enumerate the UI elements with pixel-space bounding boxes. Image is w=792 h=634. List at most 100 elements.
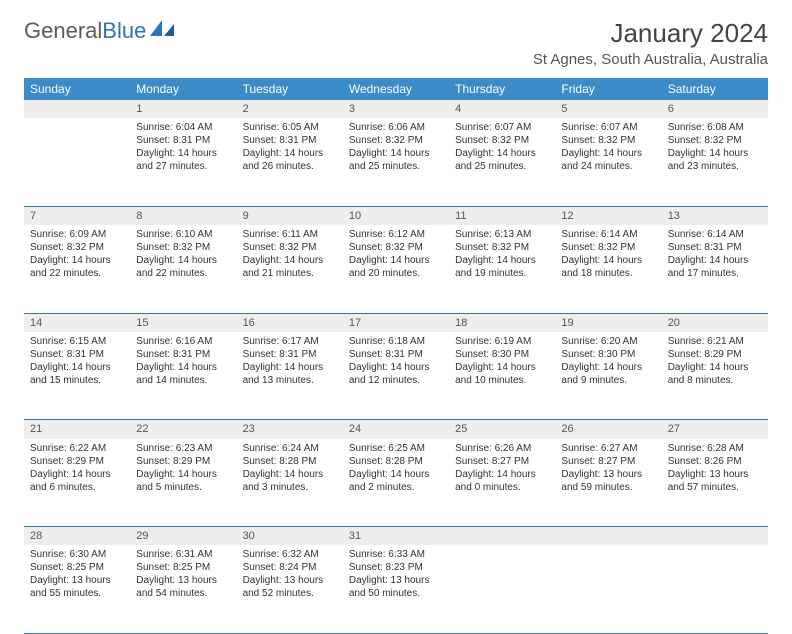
day-cell: Sunrise: 6:23 AMSunset: 8:29 PMDaylight:… xyxy=(130,439,236,527)
sunset-text: Sunset: 8:31 PM xyxy=(136,134,230,147)
sunrise-text: Sunrise: 6:30 AM xyxy=(30,548,124,561)
brand-logo: GeneralBlue xyxy=(24,18,176,44)
sunrise-text: Sunrise: 6:28 AM xyxy=(668,442,762,455)
day-cell: Sunrise: 6:27 AMSunset: 8:27 PMDaylight:… xyxy=(555,439,661,527)
day1-text: Daylight: 14 hours xyxy=(455,361,549,374)
day-number: 9 xyxy=(237,206,343,225)
sunset-text: Sunset: 8:32 PM xyxy=(243,241,337,254)
day-cell xyxy=(662,545,768,633)
day-number: 13 xyxy=(662,206,768,225)
month-title: January 2024 xyxy=(533,18,768,49)
day-cell: Sunrise: 6:18 AMSunset: 8:31 PMDaylight:… xyxy=(343,332,449,420)
day2-text: and 6 minutes. xyxy=(30,481,124,494)
day-cell: Sunrise: 6:15 AMSunset: 8:31 PMDaylight:… xyxy=(24,332,130,420)
day1-text: Daylight: 14 hours xyxy=(668,361,762,374)
calendar-table: SundayMondayTuesdayWednesdayThursdayFrid… xyxy=(24,78,768,634)
day2-text: and 0 minutes. xyxy=(455,481,549,494)
day2-text: and 17 minutes. xyxy=(668,267,762,280)
title-block: January 2024 St Agnes, South Australia, … xyxy=(533,18,768,68)
day2-text: and 54 minutes. xyxy=(136,587,230,600)
sunrise-text: Sunrise: 6:17 AM xyxy=(243,335,337,348)
sunset-text: Sunset: 8:31 PM xyxy=(243,348,337,361)
day1-text: Daylight: 13 hours xyxy=(561,468,655,481)
day-number: 5 xyxy=(555,100,661,118)
day-cell: Sunrise: 6:25 AMSunset: 8:28 PMDaylight:… xyxy=(343,439,449,527)
day-cell: Sunrise: 6:07 AMSunset: 8:32 PMDaylight:… xyxy=(555,118,661,206)
day-cell: Sunrise: 6:20 AMSunset: 8:30 PMDaylight:… xyxy=(555,332,661,420)
sunrise-text: Sunrise: 6:14 AM xyxy=(668,228,762,241)
sunrise-text: Sunrise: 6:07 AM xyxy=(561,121,655,134)
day-number: 25 xyxy=(449,420,555,439)
sunrise-text: Sunrise: 6:12 AM xyxy=(349,228,443,241)
sunset-text: Sunset: 8:25 PM xyxy=(136,561,230,574)
sunset-text: Sunset: 8:31 PM xyxy=(30,348,124,361)
day-cell: Sunrise: 6:06 AMSunset: 8:32 PMDaylight:… xyxy=(343,118,449,206)
week-row: Sunrise: 6:22 AMSunset: 8:29 PMDaylight:… xyxy=(24,439,768,527)
day-number-row: 28293031 xyxy=(24,527,768,546)
day1-text: Daylight: 14 hours xyxy=(349,147,443,160)
sunrise-text: Sunrise: 6:10 AM xyxy=(136,228,230,241)
day-number xyxy=(24,100,130,118)
day-header: Wednesday xyxy=(343,78,449,100)
day-number: 27 xyxy=(662,420,768,439)
day1-text: Daylight: 14 hours xyxy=(136,361,230,374)
sunrise-text: Sunrise: 6:08 AM xyxy=(668,121,762,134)
day2-text: and 52 minutes. xyxy=(243,587,337,600)
sunset-text: Sunset: 8:32 PM xyxy=(349,241,443,254)
sunset-text: Sunset: 8:32 PM xyxy=(561,134,655,147)
day1-text: Daylight: 14 hours xyxy=(30,361,124,374)
day-number: 7 xyxy=(24,206,130,225)
day1-text: Daylight: 14 hours xyxy=(136,147,230,160)
day-number xyxy=(555,527,661,546)
day2-text: and 3 minutes. xyxy=(243,481,337,494)
day-number: 21 xyxy=(24,420,130,439)
sunrise-text: Sunrise: 6:11 AM xyxy=(243,228,337,241)
day1-text: Daylight: 14 hours xyxy=(349,361,443,374)
day-number: 31 xyxy=(343,527,449,546)
sunset-text: Sunset: 8:31 PM xyxy=(349,348,443,361)
day1-text: Daylight: 14 hours xyxy=(668,147,762,160)
day1-text: Daylight: 13 hours xyxy=(136,574,230,587)
day1-text: Daylight: 14 hours xyxy=(455,254,549,267)
day1-text: Daylight: 14 hours xyxy=(455,468,549,481)
day-number: 29 xyxy=(130,527,236,546)
day2-text: and 25 minutes. xyxy=(455,160,549,173)
day-header: Sunday xyxy=(24,78,130,100)
day2-text: and 26 minutes. xyxy=(243,160,337,173)
sunrise-text: Sunrise: 6:23 AM xyxy=(136,442,230,455)
day1-text: Daylight: 14 hours xyxy=(30,468,124,481)
day2-text: and 59 minutes. xyxy=(561,481,655,494)
week-row: Sunrise: 6:30 AM Sunset: 8:25 PMDaylight:… xyxy=(24,545,768,633)
day-number: 18 xyxy=(449,313,555,332)
day-cell: Sunrise: 6:33 AMSunset: 8:23 PMDaylight:… xyxy=(343,545,449,633)
sunrise-text: Sunrise: 6:09 AM xyxy=(30,228,124,241)
day2-text: and 2 minutes. xyxy=(349,481,443,494)
sunrise-text: Sunrise: 6:21 AM xyxy=(668,335,762,348)
day-header: Thursday xyxy=(449,78,555,100)
day-cell: Sunrise: 6:26 AMSunset: 8:27 PMDaylight:… xyxy=(449,439,555,527)
sunrise-text: Sunrise: 6:27 AM xyxy=(561,442,655,455)
day-cell xyxy=(449,545,555,633)
day-cell: Sunrise: 6:31 AMSunset: 8:25 PMDaylight:… xyxy=(130,545,236,633)
sunset-text: Sunset: 8:28 PM xyxy=(243,455,337,468)
location-text: St Agnes, South Australia, Australia xyxy=(533,51,768,68)
day-cell: Sunrise: 6:19 AMSunset: 8:30 PMDaylight:… xyxy=(449,332,555,420)
sunset-text: Sunset: 8:27 PM xyxy=(561,455,655,468)
day-number: 12 xyxy=(555,206,661,225)
sunrise-text: Sunrise: 6:16 AM xyxy=(136,335,230,348)
day-number: 1 xyxy=(130,100,236,118)
day-number: 24 xyxy=(343,420,449,439)
day-cell: Sunrise: 6:30 AMSunset: 8:25 PMDaylight:… xyxy=(24,545,130,633)
day2-text: and 13 minutes. xyxy=(243,374,337,387)
brand-word-2: Blue xyxy=(102,18,146,44)
sunset-text: Sunset: 8:29 PM xyxy=(136,455,230,468)
sunset-text: Sunset: 8:29 PM xyxy=(30,455,124,468)
day-number: 8 xyxy=(130,206,236,225)
day-cell: Sunrise: 6:09 AMSunset: 8:32 PMDaylight:… xyxy=(24,225,130,313)
sail-icon xyxy=(150,18,176,44)
day-header: Saturday xyxy=(662,78,768,100)
day2-text: and 22 minutes. xyxy=(30,267,124,280)
sunset-text: Sunset: 8:27 PM xyxy=(455,455,549,468)
day-cell: Sunrise: 6:14 AMSunset: 8:31 PMDaylight:… xyxy=(662,225,768,313)
day-number: 14 xyxy=(24,313,130,332)
